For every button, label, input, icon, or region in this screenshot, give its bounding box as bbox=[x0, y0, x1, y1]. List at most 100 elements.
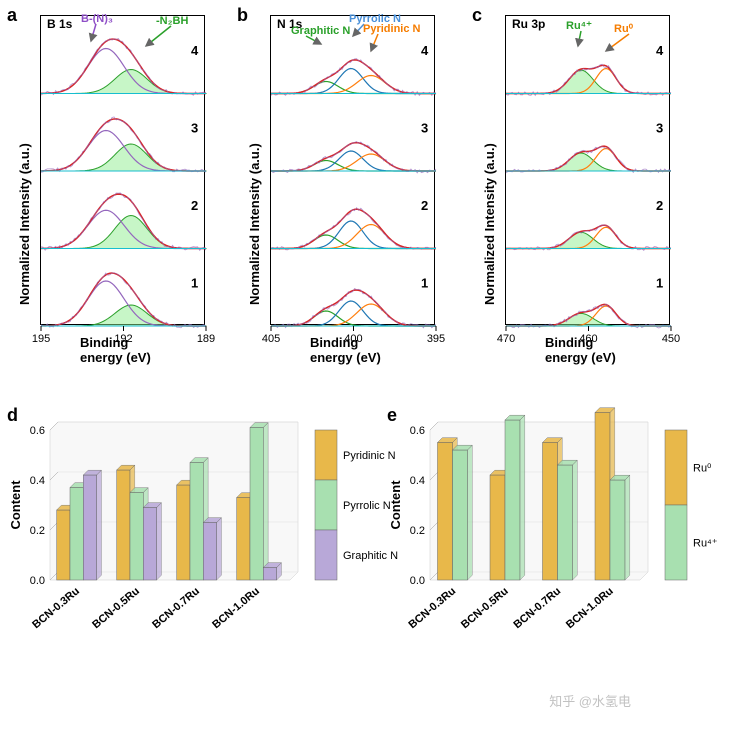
xps-envelope bbox=[271, 290, 436, 326]
category-label: BCN-1.0Ru bbox=[210, 585, 262, 631]
y-axis-label-c: Normalized Intensity (a.u.) bbox=[482, 143, 497, 305]
xps-envelope bbox=[271, 209, 436, 248]
ytick-label: 0.2 bbox=[410, 525, 425, 537]
peak-label: Pyridinic N bbox=[363, 23, 421, 35]
panel-label-b: b bbox=[237, 5, 248, 26]
bar bbox=[237, 498, 250, 581]
bar bbox=[250, 428, 263, 581]
category-label: BCN-0.5Ru bbox=[90, 585, 142, 631]
panel-label-c: c bbox=[472, 5, 482, 26]
category-label: BCN-0.3Ru bbox=[406, 585, 458, 631]
xps-raw bbox=[271, 59, 436, 96]
category-label: BCN-0.7Ru bbox=[150, 585, 202, 631]
xps-raw bbox=[271, 289, 436, 328]
y-axis-label-b: Normalized Intensity (a.u.) bbox=[247, 143, 262, 305]
peak-label: Ru⁰ bbox=[614, 23, 634, 35]
y-axis-label: Content bbox=[8, 480, 23, 530]
bar bbox=[143, 508, 156, 581]
tick-label: 405 bbox=[262, 333, 280, 345]
bar bbox=[490, 475, 505, 580]
tick-label: 450 bbox=[662, 333, 680, 345]
ytick-label: 0.4 bbox=[30, 475, 45, 487]
xps-panel-a: a B 1s 4321195192189B-(N)₃-N₂BH Normaliz… bbox=[5, 5, 215, 375]
spectrum-row-label: 2 bbox=[656, 198, 663, 213]
bar bbox=[57, 510, 70, 580]
spectrum-row-label: 3 bbox=[656, 120, 663, 135]
ytick-label: 0.2 bbox=[30, 525, 45, 537]
xps-component bbox=[271, 221, 436, 248]
xps-raw bbox=[271, 142, 436, 173]
xps-plot-c: 4321470460450Ru⁴⁺Ru⁰ bbox=[505, 15, 670, 325]
peak-label: Graphitic N bbox=[291, 25, 350, 37]
ytick-label: 0.0 bbox=[30, 575, 45, 587]
peak-label: B-(N)₃ bbox=[81, 13, 113, 25]
xps-component bbox=[271, 304, 436, 326]
bar bbox=[177, 485, 190, 580]
legend-label: Ru⁴⁺ bbox=[693, 538, 718, 550]
ytick-label: 0.0 bbox=[410, 575, 425, 587]
peak-arrow bbox=[606, 34, 629, 51]
x-axis-label-b: Binding energy (eV) bbox=[310, 335, 400, 365]
spectrum-row-label: 3 bbox=[191, 120, 198, 135]
xps-component-fill bbox=[506, 232, 671, 248]
bar bbox=[130, 493, 143, 581]
tick-label: 195 bbox=[32, 333, 50, 345]
panel-label-a: a bbox=[7, 5, 17, 26]
ytick-label: 0.4 bbox=[410, 475, 425, 487]
xps-envelope bbox=[271, 60, 436, 94]
category-label: BCN-0.5Ru bbox=[459, 585, 511, 631]
bar bbox=[203, 523, 216, 581]
legend-label: Ru⁰ bbox=[693, 463, 712, 475]
spectrum-row-label: 1 bbox=[191, 275, 198, 290]
legend-swatch bbox=[315, 480, 337, 530]
category-label: BCN-1.0Ru bbox=[564, 585, 616, 631]
legend-swatch bbox=[315, 530, 337, 580]
tick-label: 189 bbox=[197, 333, 215, 345]
tick-label: 395 bbox=[427, 333, 445, 345]
bar bbox=[83, 475, 96, 580]
spectrum-row-label: 2 bbox=[421, 198, 428, 213]
xps-component bbox=[271, 154, 436, 171]
xps-component-fill bbox=[506, 153, 671, 171]
tick-label: 470 bbox=[497, 333, 515, 345]
bar bbox=[505, 420, 520, 580]
xps-component bbox=[271, 225, 436, 249]
xps-component bbox=[271, 301, 436, 326]
spectrum-row-label: 2 bbox=[191, 198, 198, 213]
legend-swatch bbox=[665, 430, 687, 505]
peak-label: Ru⁴⁺ bbox=[566, 20, 592, 32]
xps-raw bbox=[271, 208, 436, 250]
category-label: BCN-0.7Ru bbox=[511, 585, 563, 631]
bar-panel-e: e 0.00.20.40.6ContentBCN-0.3RuBCN-0.5RuB… bbox=[385, 405, 725, 725]
watermark: 知乎 @水氢电 bbox=[549, 691, 631, 710]
panel-label-d: d bbox=[7, 405, 18, 426]
category-label: BCN-0.3Ru bbox=[30, 585, 82, 631]
x-axis-label-c: Binding energy (eV) bbox=[545, 335, 635, 365]
xps-envelope bbox=[271, 143, 436, 171]
bar bbox=[595, 413, 610, 581]
spectrum-row-label: 1 bbox=[421, 275, 428, 290]
spectrum-row-label: 4 bbox=[656, 43, 664, 58]
spectrum-row-label: 4 bbox=[421, 43, 429, 58]
bar bbox=[190, 463, 203, 581]
panel-label-e: e bbox=[387, 405, 397, 426]
bar-chart-d: 0.00.20.40.6ContentBCN-0.3RuBCN-0.5RuBCN… bbox=[5, 405, 375, 725]
y-axis-label: Content bbox=[388, 480, 403, 530]
xps-component bbox=[271, 151, 436, 171]
xps-component bbox=[271, 69, 436, 94]
bar bbox=[263, 568, 276, 581]
xps-plot-b: 4321405400395Graphitic NPyrrolic NPyridi… bbox=[270, 15, 435, 325]
legend-label: Pyrrolic N bbox=[343, 500, 391, 512]
bar bbox=[610, 480, 625, 580]
bar bbox=[543, 443, 558, 581]
x-axis-label-a: Binding energy (eV) bbox=[80, 335, 170, 365]
xps-component bbox=[271, 82, 436, 94]
peak-arrow bbox=[578, 31, 581, 46]
peak-label: -N₂BH bbox=[156, 15, 188, 27]
spectrum-row-label: 4 bbox=[191, 43, 199, 58]
bar bbox=[438, 443, 453, 581]
xps-component-fill bbox=[506, 70, 671, 93]
bar bbox=[453, 450, 468, 580]
peak-arrow bbox=[146, 26, 171, 46]
xps-panel-c: c Ru 3p 4321470460450Ru⁴⁺Ru⁰ Normalized … bbox=[470, 5, 680, 375]
